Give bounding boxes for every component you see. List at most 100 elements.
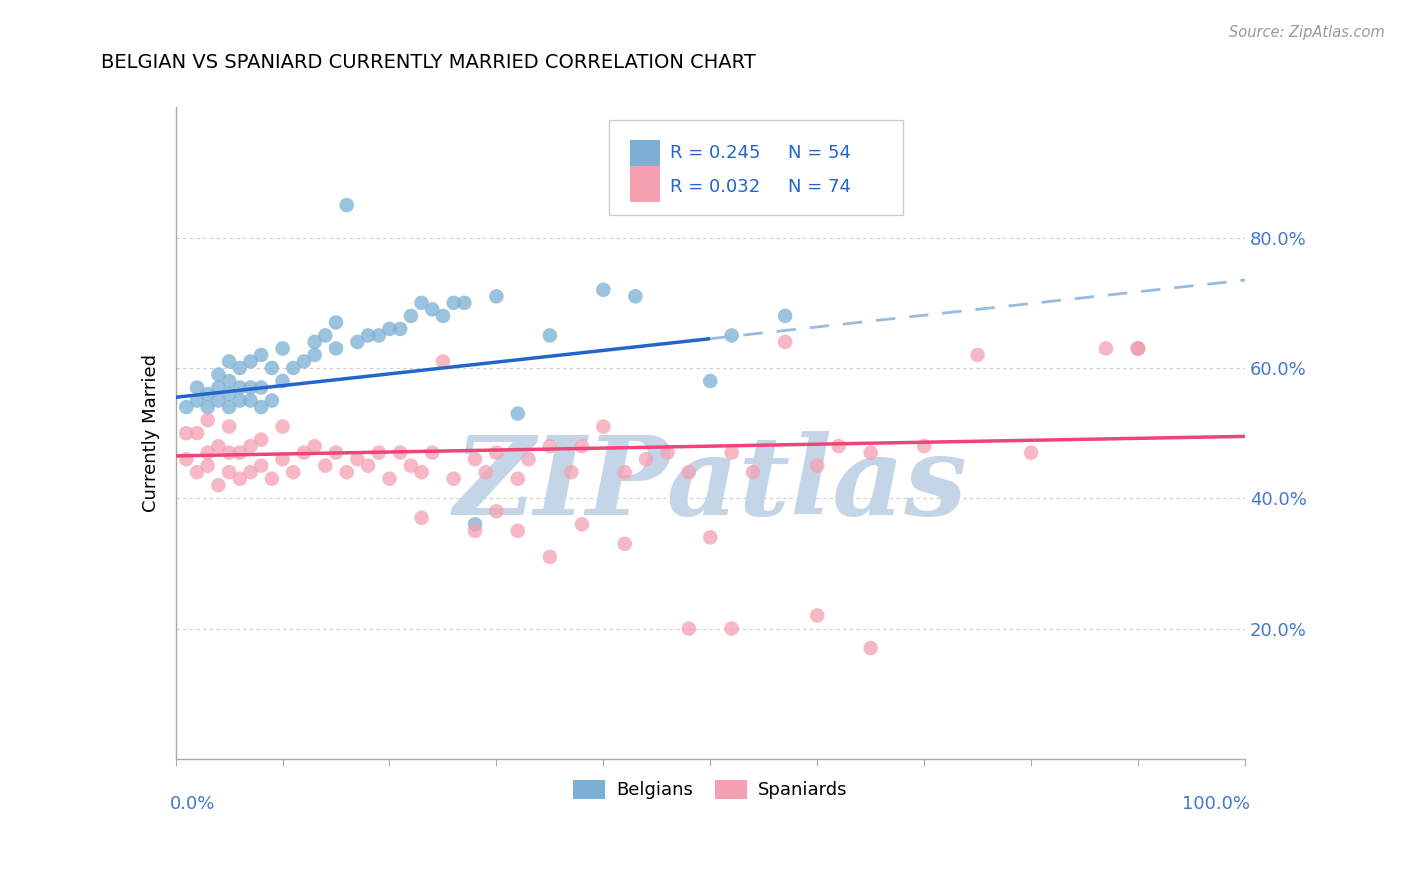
Point	[1019, 445, 1042, 459]
Point	[1126, 342, 1149, 356]
Point	[443, 296, 465, 310]
Point	[453, 296, 475, 310]
Text: Source: ZipAtlas.com: Source: ZipAtlas.com	[1229, 25, 1385, 40]
Point	[218, 374, 240, 388]
Point	[411, 465, 433, 479]
Point	[218, 419, 240, 434]
Point	[218, 400, 240, 414]
Y-axis label: Currently Married: Currently Married	[142, 354, 160, 512]
Point	[207, 380, 229, 394]
Text: N = 74: N = 74	[789, 178, 851, 196]
Point	[506, 407, 529, 421]
Point	[250, 400, 273, 414]
Point	[283, 361, 305, 376]
Point	[538, 328, 561, 343]
Point	[966, 348, 988, 362]
Point	[411, 510, 433, 524]
Point	[271, 452, 294, 467]
Point	[250, 380, 273, 394]
Point	[229, 380, 252, 394]
Text: R = 0.245: R = 0.245	[669, 144, 761, 162]
Point	[506, 524, 529, 538]
Point	[197, 387, 219, 401]
Point	[420, 445, 443, 459]
Point	[176, 400, 198, 414]
Point	[197, 413, 219, 427]
Text: ZIPatlas: ZIPatlas	[453, 432, 967, 539]
Point	[1095, 342, 1118, 356]
Point	[218, 445, 240, 459]
Point	[357, 458, 380, 473]
Point	[506, 472, 529, 486]
Point	[292, 354, 315, 368]
Text: N = 54: N = 54	[789, 144, 851, 162]
Point	[592, 283, 614, 297]
Point	[283, 465, 305, 479]
Point	[207, 393, 229, 408]
Point	[389, 445, 412, 459]
Point	[806, 608, 828, 623]
Point	[186, 380, 208, 394]
Point	[411, 296, 433, 310]
Point	[176, 426, 198, 441]
Point	[218, 354, 240, 368]
Point	[485, 289, 508, 303]
Point	[218, 465, 240, 479]
Point	[432, 309, 454, 323]
Point	[720, 622, 742, 636]
FancyBboxPatch shape	[630, 140, 659, 176]
Point	[378, 322, 401, 336]
Point	[613, 465, 636, 479]
Point	[571, 439, 593, 453]
Point	[271, 419, 294, 434]
Point	[827, 439, 849, 453]
Point	[517, 452, 540, 467]
Point	[229, 445, 252, 459]
Point	[260, 393, 283, 408]
Point	[186, 426, 208, 441]
Point	[443, 472, 465, 486]
Point	[325, 315, 347, 329]
Point	[176, 452, 198, 467]
Point	[260, 361, 283, 376]
Point	[773, 334, 796, 349]
Point	[474, 465, 496, 479]
Point	[389, 322, 412, 336]
Point	[592, 419, 614, 434]
Point	[197, 458, 219, 473]
Text: 100.0%: 100.0%	[1182, 795, 1250, 813]
Point	[271, 342, 294, 356]
Point	[292, 445, 315, 459]
Point	[657, 445, 679, 459]
Point	[314, 328, 336, 343]
Point	[912, 439, 935, 453]
Point	[239, 380, 262, 394]
Point	[720, 445, 742, 459]
Point	[336, 198, 359, 212]
Point	[346, 334, 368, 349]
Point	[357, 328, 380, 343]
Point	[699, 530, 721, 544]
Point	[239, 439, 262, 453]
Point	[314, 458, 336, 473]
Point	[250, 433, 273, 447]
Text: 0.0%: 0.0%	[170, 795, 215, 813]
Point	[613, 537, 636, 551]
Point	[229, 393, 252, 408]
Point	[636, 452, 658, 467]
Point	[678, 465, 700, 479]
Point	[420, 302, 443, 317]
Legend: Belgians, Spaniards: Belgians, Spaniards	[564, 771, 856, 808]
Point	[325, 342, 347, 356]
Point	[538, 439, 561, 453]
Point	[271, 374, 294, 388]
Point	[742, 465, 765, 479]
Text: R = 0.032: R = 0.032	[669, 178, 759, 196]
Point	[346, 452, 368, 467]
Point	[699, 374, 721, 388]
Point	[186, 465, 208, 479]
Point	[560, 465, 582, 479]
Point	[773, 309, 796, 323]
Point	[571, 517, 593, 532]
Point	[239, 465, 262, 479]
